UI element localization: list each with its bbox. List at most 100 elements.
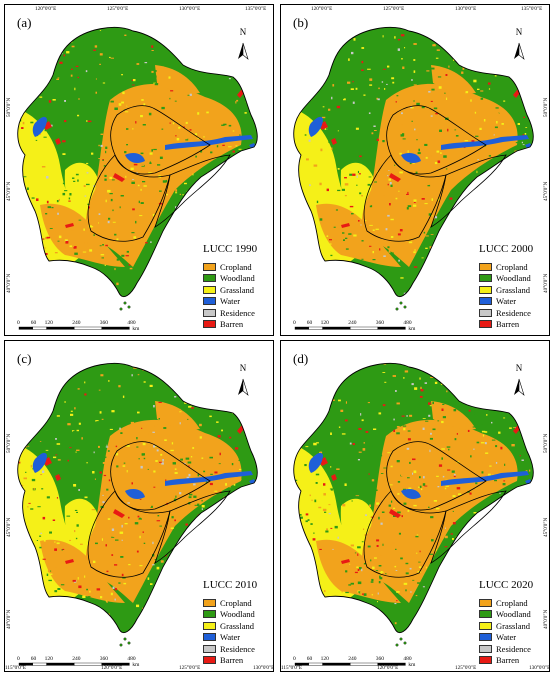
raster-pixel — [329, 501, 332, 504]
raster-pixel — [179, 193, 181, 195]
raster-pixel — [444, 621, 448, 624]
legend-label: Water — [220, 296, 241, 307]
raster-pixel — [133, 240, 135, 243]
island — [399, 637, 403, 641]
raster-pixel — [487, 54, 489, 57]
raster-pixel — [313, 442, 317, 446]
raster-pixel — [77, 388, 80, 390]
raster-pixel — [58, 607, 62, 610]
raster-pixel — [439, 584, 441, 587]
raster-pixel — [21, 59, 23, 62]
raster-pixel — [362, 114, 366, 116]
raster-pixel — [400, 371, 402, 373]
raster-pixel — [395, 548, 397, 550]
raster-pixel — [136, 446, 139, 448]
raster-pixel — [83, 185, 86, 187]
raster-pixel — [154, 300, 156, 302]
raster-pixel — [459, 553, 462, 556]
map-canvas — [293, 362, 534, 666]
raster-pixel — [180, 423, 183, 425]
raster-pixel — [217, 566, 219, 569]
raster-pixel — [131, 84, 135, 86]
raster-pixel — [411, 120, 413, 122]
raster-pixel — [358, 275, 362, 277]
raster-pixel — [362, 593, 364, 595]
raster-pixel — [171, 572, 173, 575]
raster-pixel — [488, 391, 492, 394]
raster-pixel — [154, 75, 157, 78]
raster-pixel — [486, 428, 490, 431]
raster-pixel — [382, 571, 384, 573]
raster-pixel — [62, 153, 66, 155]
raster-pixel — [437, 486, 440, 488]
raster-pixel — [384, 612, 389, 615]
raster-pixel — [165, 554, 167, 557]
raster-pixel — [140, 115, 143, 118]
raster-pixel — [239, 478, 242, 481]
raster-pixel — [400, 134, 404, 137]
raster-pixel — [484, 535, 487, 537]
raster-pixel — [89, 40, 92, 42]
raster-pixel — [442, 475, 445, 478]
raster-pixel — [143, 471, 147, 473]
raster-pixel — [325, 530, 329, 533]
raster-pixel — [413, 43, 417, 45]
scale-segment — [308, 662, 323, 666]
raster-pixel — [370, 516, 375, 518]
raster-pixel — [441, 457, 443, 460]
legend-item: Residence — [203, 307, 257, 319]
legend-item: Barren — [203, 319, 257, 331]
raster-pixel — [361, 419, 364, 422]
raster-pixel — [37, 280, 40, 282]
legend-label: Barren — [220, 655, 244, 666]
raster-pixel — [36, 74, 39, 77]
raster-pixel — [186, 161, 191, 164]
raster-pixel — [57, 212, 59, 215]
raster-pixel — [358, 591, 361, 594]
raster-pixel — [424, 485, 428, 487]
raster-pixel — [464, 267, 468, 269]
raster-pixel — [474, 258, 477, 261]
raster-pixel — [208, 174, 212, 176]
raster-pixel — [457, 237, 461, 239]
raster-pixel — [519, 408, 521, 411]
raster-pixel — [74, 246, 77, 249]
raster-pixel — [56, 415, 60, 417]
raster-pixel — [444, 388, 447, 390]
raster-pixel — [244, 112, 247, 114]
raster-pixel — [62, 140, 66, 143]
raster-pixel — [111, 528, 115, 531]
raster-pixel — [315, 598, 319, 601]
raster-pixel — [153, 486, 156, 488]
legend-item: Water — [203, 632, 257, 644]
raster-pixel — [238, 533, 241, 534]
raster-pixel — [470, 455, 472, 458]
raster-pixel — [131, 181, 135, 184]
raster-pixel — [250, 421, 253, 424]
raster-pixel — [139, 565, 143, 567]
raster-pixel — [149, 152, 153, 155]
raster-pixel — [185, 523, 188, 526]
raster-pixel — [467, 429, 470, 432]
raster-pixel — [110, 198, 113, 202]
legend-label: Barren — [496, 655, 520, 666]
latitude-label: 50°0'0"N — [543, 97, 549, 117]
raster-pixel — [441, 588, 444, 590]
island — [123, 637, 127, 641]
raster-pixel — [45, 449, 49, 451]
raster-pixel — [330, 604, 335, 608]
raster-pixel — [311, 370, 313, 373]
raster-pixel — [23, 193, 25, 195]
raster-pixel — [299, 516, 303, 519]
raster-pixel — [370, 581, 374, 583]
raster-pixel — [58, 198, 60, 202]
raster-pixel — [507, 44, 511, 47]
raster-pixel — [493, 49, 495, 52]
raster-pixel — [31, 478, 36, 482]
raster-pixel — [94, 167, 97, 170]
raster-pixel — [86, 120, 88, 122]
raster-pixel — [30, 295, 34, 297]
raster-pixel — [376, 539, 380, 542]
raster-pixel — [197, 630, 199, 632]
raster-pixel — [463, 486, 466, 489]
